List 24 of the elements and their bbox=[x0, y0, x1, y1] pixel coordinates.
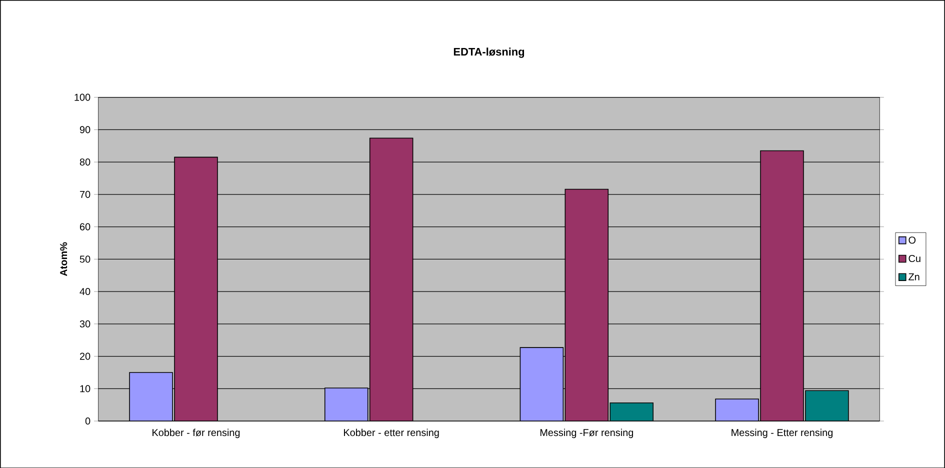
bar bbox=[174, 156, 218, 421]
y-tick-label: 60 bbox=[80, 223, 90, 230]
y-axis-title: Atom% bbox=[60, 242, 68, 276]
y-tick-label: 20 bbox=[80, 352, 90, 360]
x-tick-label: Messing - Etter rensing bbox=[732, 428, 833, 438]
x-tick-label: Messing -Før rensing bbox=[540, 428, 634, 438]
bar bbox=[369, 138, 414, 421]
y-tick-label: 80 bbox=[80, 158, 90, 166]
x-tick-label: Kobber - før rensing bbox=[152, 428, 240, 438]
y-tick-label: 30 bbox=[80, 320, 90, 328]
y-tick-label: 0 bbox=[85, 417, 90, 424]
y-tick-label: 70 bbox=[80, 190, 90, 198]
legend-label: O bbox=[908, 236, 916, 244]
legend-label: Zn bbox=[908, 273, 920, 280]
bar bbox=[760, 150, 804, 421]
y-tick-label: 90 bbox=[80, 126, 90, 134]
legend-label: Cu bbox=[908, 254, 920, 262]
y-tick-label: 50 bbox=[80, 255, 90, 262]
y-tick-label: 40 bbox=[80, 288, 90, 295]
bar bbox=[564, 188, 609, 421]
y-tick-label: 10 bbox=[80, 384, 90, 392]
x-tick-label: Kobber - etter rensing bbox=[344, 428, 439, 438]
y-tick-label: 100 bbox=[74, 94, 90, 101]
chart-title: EDTA-løsning bbox=[454, 47, 524, 58]
